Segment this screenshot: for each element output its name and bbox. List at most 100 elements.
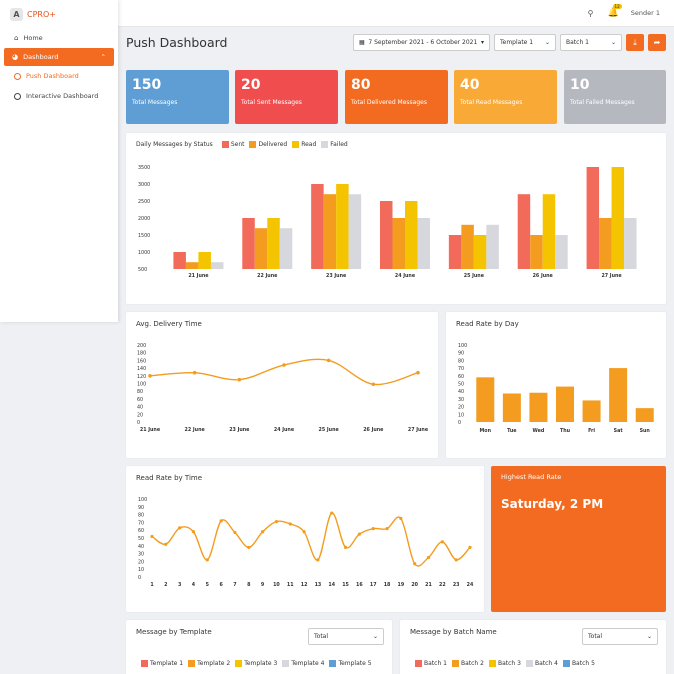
bar-read bbox=[267, 218, 280, 269]
chevron-up-icon: ⌃ bbox=[100, 53, 106, 61]
x-tick-label: 4 bbox=[192, 582, 196, 588]
date-range-picker[interactable]: ▦ 7 September 2021 - 6 October 2021 ▾ bbox=[353, 34, 490, 51]
legend-swatch bbox=[292, 141, 300, 148]
bar-failed bbox=[624, 218, 637, 269]
bar-read bbox=[405, 201, 418, 269]
sidebar-item-home[interactable]: ⌂ Home bbox=[0, 28, 118, 48]
stat-value: 150 bbox=[132, 77, 162, 93]
bar-sent bbox=[311, 184, 324, 269]
series-line bbox=[151, 512, 471, 567]
x-tick-label: 18 bbox=[384, 582, 391, 588]
x-tick-label: 9 bbox=[261, 582, 265, 588]
x-tick-label: 15 bbox=[342, 582, 349, 588]
batch-select[interactable]: Batch 1 ⌄ bbox=[560, 34, 622, 51]
brand-logo[interactable]: A CPRO+ bbox=[0, 0, 118, 28]
bar bbox=[582, 400, 601, 422]
stat-card-failed: 10 Total Failed Messages bbox=[564, 70, 666, 124]
x-tick-label: 26 June bbox=[533, 273, 554, 279]
bar-sent bbox=[173, 252, 186, 269]
legend-swatch bbox=[451, 660, 459, 667]
template-legend: Template 1 Template 2 Template 3 Template 4… bbox=[136, 660, 372, 667]
batch-metric-select[interactable]: Total ⌄ bbox=[582, 628, 658, 645]
read-rate-day-panel: 100 90 80 70 60 50 40 30 20 10 0 Mon Tue Wed Thu Fri Sat… bbox=[446, 312, 666, 458]
sidebar-item-dashboard[interactable]: ◕ Dashboard ⌃ bbox=[4, 48, 114, 66]
y-tick-label: 1500 bbox=[138, 233, 150, 239]
bar bbox=[609, 368, 628, 422]
data-point bbox=[302, 530, 306, 534]
bar-delivered bbox=[530, 235, 543, 269]
y-tick-label: 0 bbox=[138, 575, 141, 581]
data-point bbox=[399, 516, 403, 521]
x-tick-label: 23 June bbox=[326, 273, 347, 279]
highest-read-rate-value: Saturday, 2 PM bbox=[501, 497, 604, 511]
x-tick-label: 11 bbox=[287, 582, 294, 588]
legend-label: Batch 5 bbox=[571, 660, 595, 667]
template-select[interactable]: Template 1 ⌄ bbox=[494, 34, 556, 51]
sidebar-item-interactive-dashboard[interactable]: Interactive Dashboard bbox=[0, 86, 118, 106]
x-tick-label: 22 June bbox=[185, 427, 206, 433]
data-point bbox=[316, 558, 320, 562]
data-point bbox=[150, 534, 154, 539]
y-tick-label: 180 bbox=[137, 351, 146, 357]
data-point bbox=[233, 530, 237, 535]
search-icon[interactable]: ⚲ bbox=[587, 8, 594, 18]
x-tick-label: 21 June bbox=[140, 427, 161, 433]
stat-value: 40 bbox=[460, 77, 480, 93]
y-tick-label: 200 bbox=[137, 343, 146, 349]
y-tick-label: 1000 bbox=[138, 250, 150, 256]
legend-item: Batch 4 bbox=[521, 660, 558, 667]
data-point bbox=[385, 527, 389, 531]
data-point bbox=[454, 558, 458, 562]
dashboard-icon: ◕ bbox=[12, 53, 19, 61]
y-tick-label: 20 bbox=[137, 412, 143, 418]
bar-delivered bbox=[599, 218, 612, 269]
legend-swatch bbox=[329, 660, 337, 667]
y-tick-label: 500 bbox=[138, 267, 147, 273]
bell-icon[interactable]: 🔔 12 bbox=[607, 4, 622, 18]
bar-delivered bbox=[254, 228, 268, 269]
bar-delivered bbox=[392, 218, 405, 269]
template-metric-select[interactable]: Total ⌄ bbox=[308, 628, 384, 645]
chevron-down-icon: ⌄ bbox=[544, 39, 550, 46]
sidebar-item-label: Dashboard bbox=[23, 53, 59, 61]
circle-icon bbox=[14, 92, 21, 100]
bar-failed bbox=[210, 262, 224, 269]
caret-down-icon: ▾ bbox=[480, 39, 484, 46]
sidebar-item-push-dashboard[interactable]: Push Dashboard bbox=[0, 66, 118, 86]
calendar-icon: ▦ bbox=[359, 39, 365, 46]
x-tick-label: 24 June bbox=[395, 273, 416, 279]
batch-select-value: Batch 1 bbox=[566, 39, 589, 46]
x-tick-label: 6 bbox=[219, 582, 223, 588]
share-button[interactable]: ➦ bbox=[648, 34, 666, 51]
y-tick-label: 0 bbox=[137, 420, 140, 426]
filter-bar: ▦ 7 September 2021 - 6 October 2021 ▾ Temp… bbox=[349, 34, 666, 51]
legend-item: Template 2 bbox=[183, 660, 230, 667]
download-button[interactable]: ⤓ bbox=[626, 34, 644, 51]
x-tick-label: 27 June bbox=[408, 427, 429, 433]
x-tick-label: 13 bbox=[315, 582, 322, 588]
sidebar-item-label: Push Dashboard bbox=[26, 72, 79, 80]
y-tick-label: 30 bbox=[458, 397, 464, 403]
stat-label: Total Read Messages bbox=[460, 99, 523, 106]
legend-item: Template 1 bbox=[136, 660, 183, 667]
data-point bbox=[416, 370, 420, 375]
x-tick-label: 2 bbox=[164, 582, 167, 588]
stat-label: Total Failed Messages bbox=[570, 99, 635, 106]
legend-swatch bbox=[562, 660, 570, 667]
sidebar-item-label: Interactive Dashboard bbox=[26, 92, 99, 100]
legend-swatch bbox=[221, 141, 229, 148]
x-tick-label: Mon bbox=[480, 428, 492, 434]
legend-label: Template 3 bbox=[244, 660, 278, 667]
legend-item: Template 5 bbox=[324, 660, 372, 667]
data-point bbox=[148, 374, 152, 378]
bar-read bbox=[473, 235, 487, 269]
user-name[interactable]: Sender 1 bbox=[630, 9, 660, 17]
download-icon: ⤓ bbox=[633, 37, 637, 47]
stat-value: 20 bbox=[241, 77, 261, 93]
chevron-down-icon: ⌄ bbox=[372, 633, 378, 640]
y-tick-label: 60 bbox=[137, 397, 143, 403]
stat-label: Total Sent Messages bbox=[241, 99, 302, 106]
data-point bbox=[274, 520, 279, 524]
legend-label: Sent bbox=[230, 141, 245, 148]
